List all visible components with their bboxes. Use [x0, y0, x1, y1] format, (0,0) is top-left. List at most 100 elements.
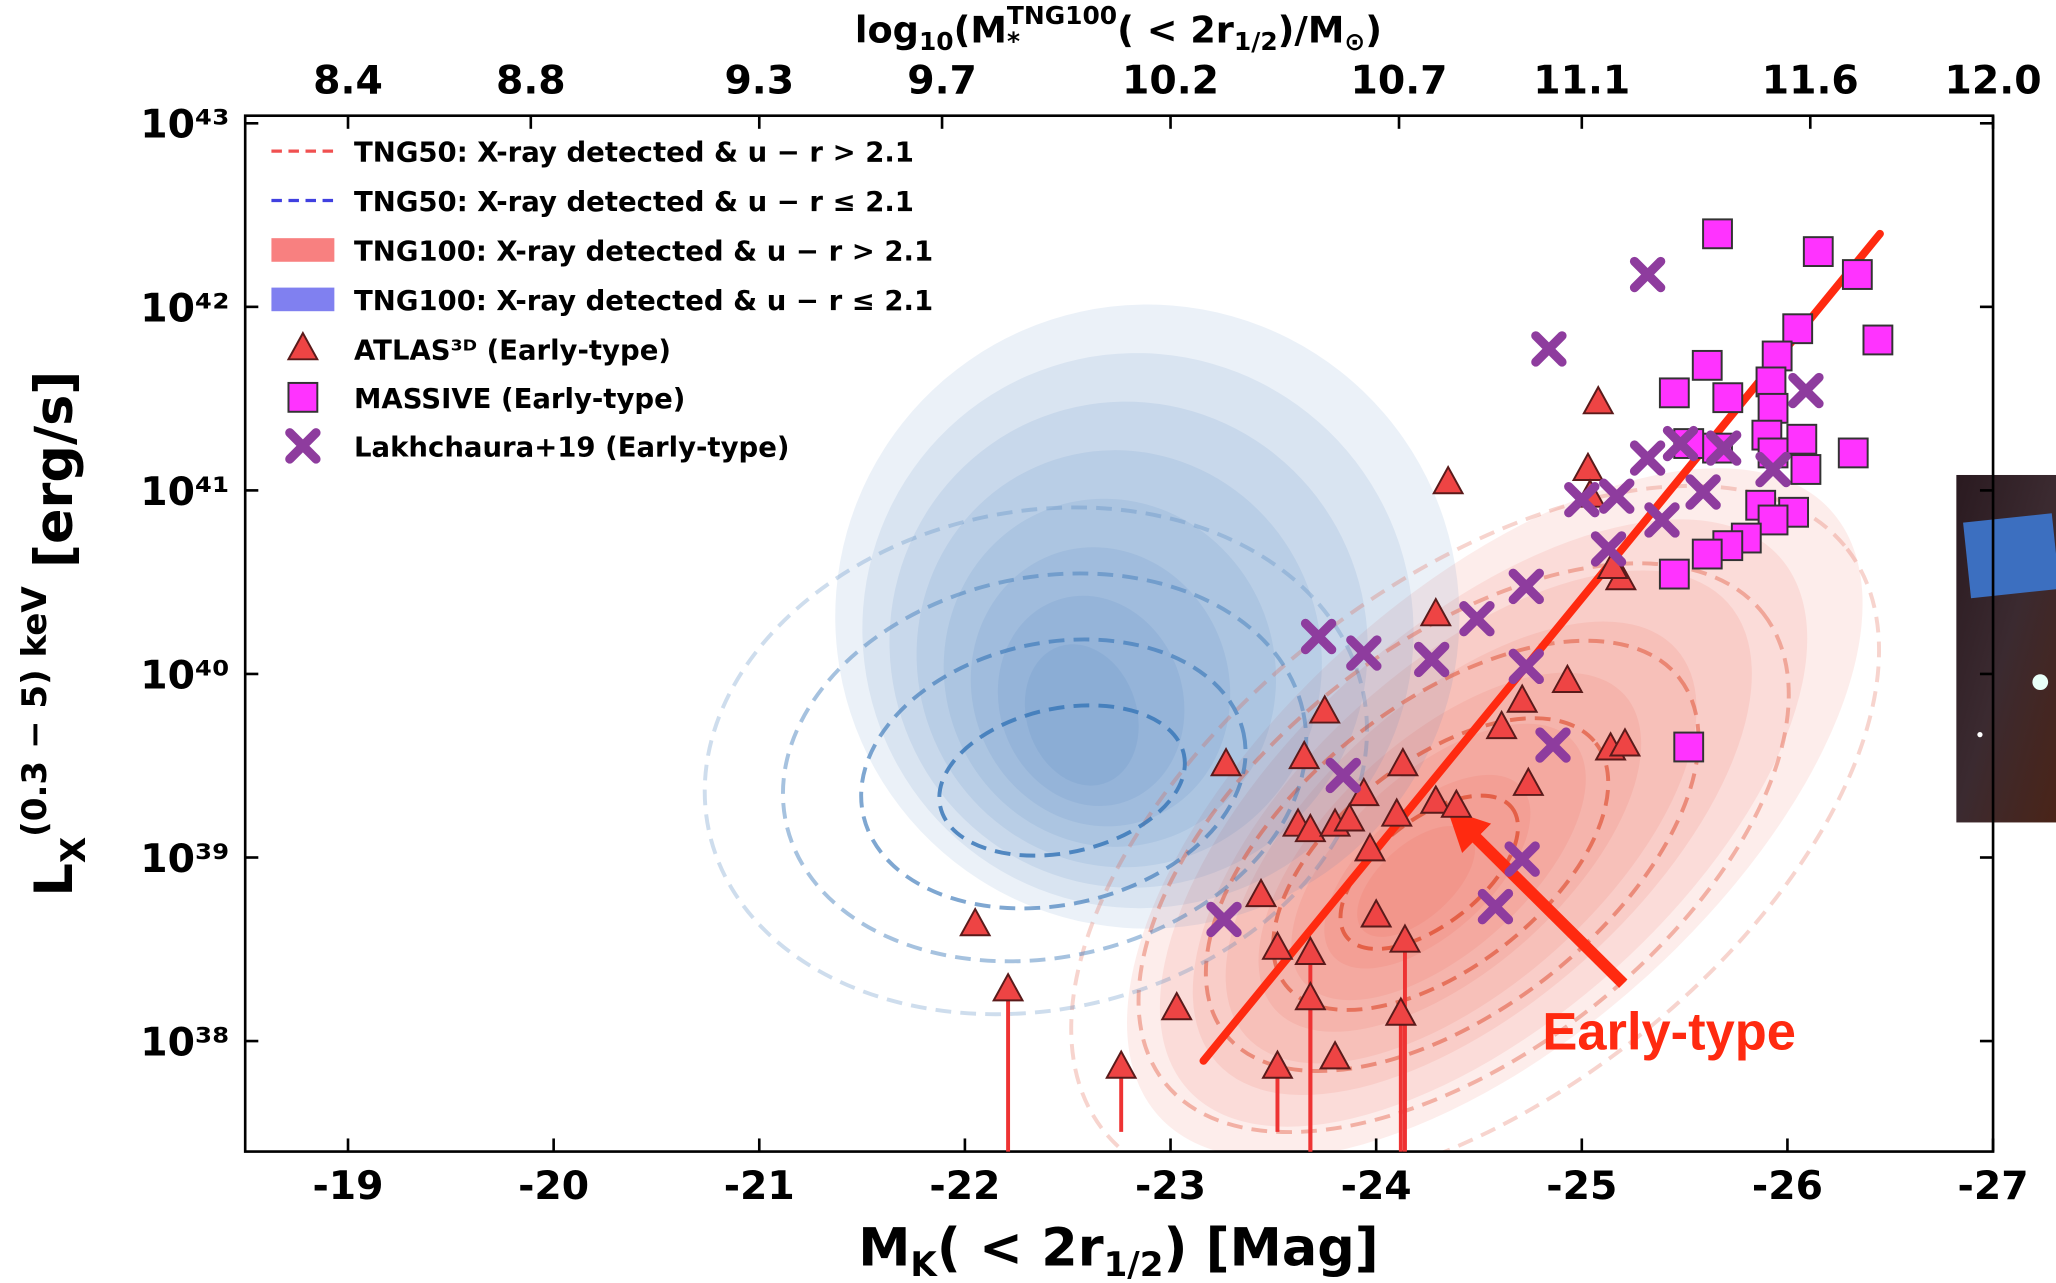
contour: [862, 353, 1414, 909]
y-tick-label: 10³⁹: [140, 836, 229, 882]
massive-point: [1802, 236, 1834, 268]
x-tick-label: -27: [1958, 1163, 2029, 1209]
lakhchaura-point: [1325, 757, 1361, 794]
x2-title-mid3: )/M: [1278, 8, 1345, 51]
legend: TNG50: X-ray detected & u − r > 2.1 TNG50…: [271, 137, 933, 464]
x2-title-sub4: ⊙: [1344, 27, 1365, 56]
x-tick-label: -24: [1341, 1163, 1412, 1209]
atlas3d-point: [1288, 739, 1321, 770]
lakhchaura-point: [1564, 481, 1600, 518]
contour: [937, 703, 1187, 858]
x-tick-label: -21: [724, 1163, 795, 1209]
atlas3d-point: [1551, 663, 1584, 693]
atlas3d-point: [992, 972, 1025, 1002]
y-tick-label: 10⁴³: [140, 102, 229, 148]
atlas3d-point: [1160, 990, 1193, 1021]
x-tick-label: -25: [1546, 1163, 1617, 1209]
lakhchaura-point: [1705, 430, 1742, 466]
massive-point: [1761, 340, 1793, 372]
x2-axis-title: log10(M*TNG100( < 2r1/2)/M⊙): [855, 1, 1382, 56]
lakhchaura-point: [1788, 372, 1824, 409]
x2-tick-label: 10.2: [1122, 57, 1219, 103]
atlas3d-point: [1582, 385, 1615, 415]
lakhchaura-point: [1531, 331, 1567, 367]
y-axis-title: LX(0.3 − 5) keV [erg/s]: [15, 371, 94, 897]
contour: [943, 498, 1277, 847]
atlas3d-point: [1261, 1049, 1294, 1079]
contour: [997, 595, 1185, 806]
plot-area: -19 -20 -21 -22 -23 -24 -25 -26 -27 8.4 8.8 9.3 9.7 1…: [140, 57, 2041, 1208]
legend-marker: [287, 381, 319, 413]
massive-point: [1702, 218, 1733, 250]
lakhchaura-point: [1685, 474, 1721, 510]
massive-point: [1658, 377, 1690, 409]
atlas3d-point: [959, 907, 992, 937]
annotation-arrow: [1447, 809, 1628, 988]
contour: [1024, 644, 1139, 786]
atlas3d-point: [1608, 727, 1642, 757]
contour: [1357, 826, 1476, 937]
atlas3d-point: [1244, 877, 1278, 908]
massive-point: [1691, 538, 1723, 570]
axes-frame: [243, 114, 1995, 1153]
lakhchaura-point: [1206, 901, 1242, 938]
massive-point: [1712, 382, 1744, 414]
atlas3d-point: [1294, 980, 1327, 1011]
x-title-sub2: 1/2: [1104, 1245, 1164, 1283]
y-tick-label: 10⁴⁰: [140, 652, 229, 698]
x2-title-sup: TNG100: [1007, 1, 1117, 30]
contour: [1271, 716, 1611, 1012]
x2-title-sub2: *: [1007, 27, 1020, 56]
x-title-end: ) [Mag]: [1163, 1218, 1378, 1279]
data-points: [959, 218, 1894, 1152]
massive-point: [1782, 313, 1814, 345]
lakhchaura-point: [1459, 600, 1495, 637]
atlas3d-point: [1571, 451, 1605, 481]
y-title-sub: X: [54, 837, 94, 863]
contour: [1136, 561, 1791, 1135]
contour: [970, 547, 1231, 827]
y-tick-label: 10⁴²: [140, 285, 229, 331]
atlas3d-point: [1419, 784, 1452, 814]
x2-title-sub: 10: [919, 27, 954, 56]
x2-tick-label: 11.6: [1762, 57, 1859, 103]
contour: [780, 571, 1309, 964]
legend-label: TNG100: X-ray detected & u − r ≤ 2.1: [354, 285, 933, 317]
x2-tick-label: 10.7: [1350, 57, 1447, 103]
lakhchaura-point: [1508, 568, 1544, 605]
atlas3d-point: [1440, 788, 1473, 818]
lakhchaura-point: [1477, 888, 1514, 925]
lakhchaura-point: [1629, 440, 1666, 476]
massive-point: [1786, 423, 1818, 455]
lakhchaura-point: [1504, 841, 1540, 877]
atlas3d-point: [1353, 832, 1387, 862]
legend-marker: [285, 428, 321, 464]
legend-label: MASSIVE (Early-type): [354, 383, 685, 415]
massive-point: [1757, 392, 1789, 424]
atlas3d-point: [1380, 797, 1413, 827]
x2-title-end: ): [1365, 8, 1382, 51]
y-tick-label: 10⁴¹: [140, 469, 229, 515]
atlas3d-point: [1512, 766, 1545, 796]
x-title-main: M: [858, 1218, 910, 1279]
legend-label: ATLAS³ᴰ (Early-type): [354, 334, 671, 366]
y-title-main: L: [24, 863, 85, 896]
legend-label: TNG50: X-ray detected & u − r ≤ 2.1: [354, 186, 914, 218]
lakhchaura-point: [1590, 531, 1627, 567]
massive-point: [1673, 731, 1705, 763]
atlas3d-point: [1294, 812, 1327, 843]
atlas3d-point: [1485, 709, 1518, 740]
atlas3d-point: [1308, 694, 1341, 724]
massive-point: [1658, 558, 1690, 590]
massive-point: [1755, 366, 1787, 398]
atlas3d-point: [1506, 683, 1539, 713]
x2-title-mid: (M: [954, 8, 1007, 51]
atlas3d-point: [1333, 802, 1366, 832]
lakhchaura-point: [1300, 618, 1337, 655]
annotation-text: Early-type: [1542, 1003, 1796, 1061]
x2-tick-label: 8.4: [313, 57, 383, 103]
massive-point: [1841, 259, 1873, 290]
massive-point: [1862, 324, 1894, 356]
atlas3d-point: [1261, 930, 1294, 960]
contour: [859, 637, 1248, 911]
